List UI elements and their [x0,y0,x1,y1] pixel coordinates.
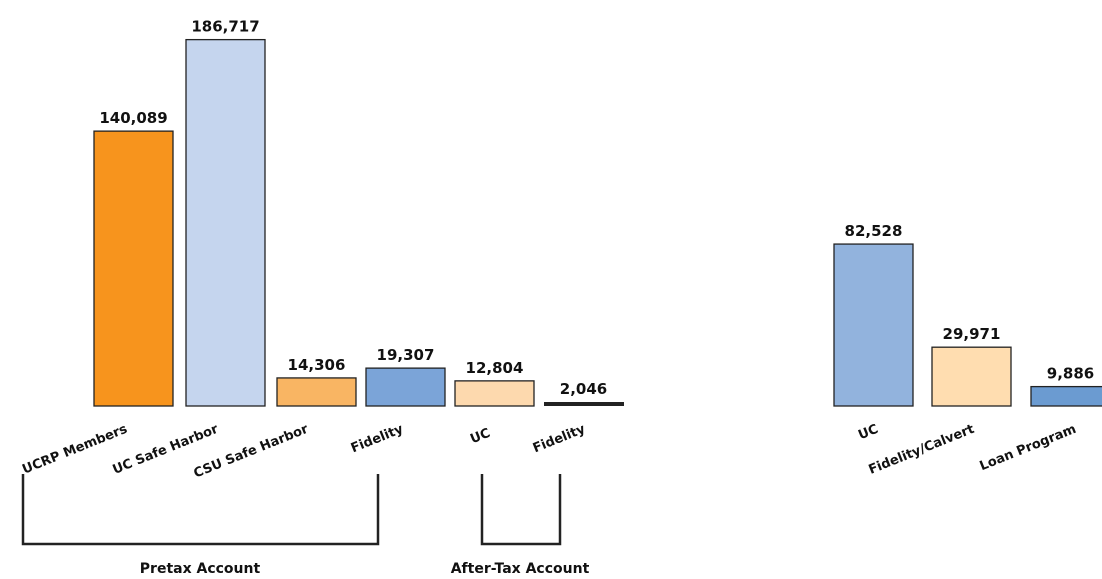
chart-2: 82,528 UC 29,971 Fidelity/Calvert 9,886 Loan … [833,222,1102,478]
bar-1-3 [276,377,357,407]
bar-2-1 [833,243,914,407]
bar-1-5 [454,380,535,407]
value-label: 82,528 [845,222,903,240]
category-label: UC [856,422,880,443]
bar-1-4 [365,367,446,407]
bar-2-3 [1030,385,1102,407]
category-label: Fidelity [349,422,406,457]
value-label: 140,089 [99,109,167,127]
value-label: 9,886 [1047,365,1094,383]
value-label: 29,971 [943,325,1001,343]
bar-1-1 [93,130,174,407]
value-label: 19,307 [377,346,435,364]
value-label: 14,306 [288,356,346,374]
category-label: Fidelity [531,422,588,457]
value-label: 12,804 [466,359,524,377]
group-bracket [21,474,380,546]
category-label: Loan Program [978,422,1079,474]
group-label: Pretax Account [140,561,261,577]
value-label: 2,046 [560,380,607,398]
group-bracket [480,474,562,546]
value-label: 186,717 [191,18,259,36]
group-label: After-Tax Account [451,561,590,577]
category-label: Fidelity/Calvert [867,422,977,478]
bar-2-2 [931,346,1012,407]
bar-1-2 [185,38,266,407]
category-label: UC [468,426,492,447]
bar-1-6 [544,402,624,406]
